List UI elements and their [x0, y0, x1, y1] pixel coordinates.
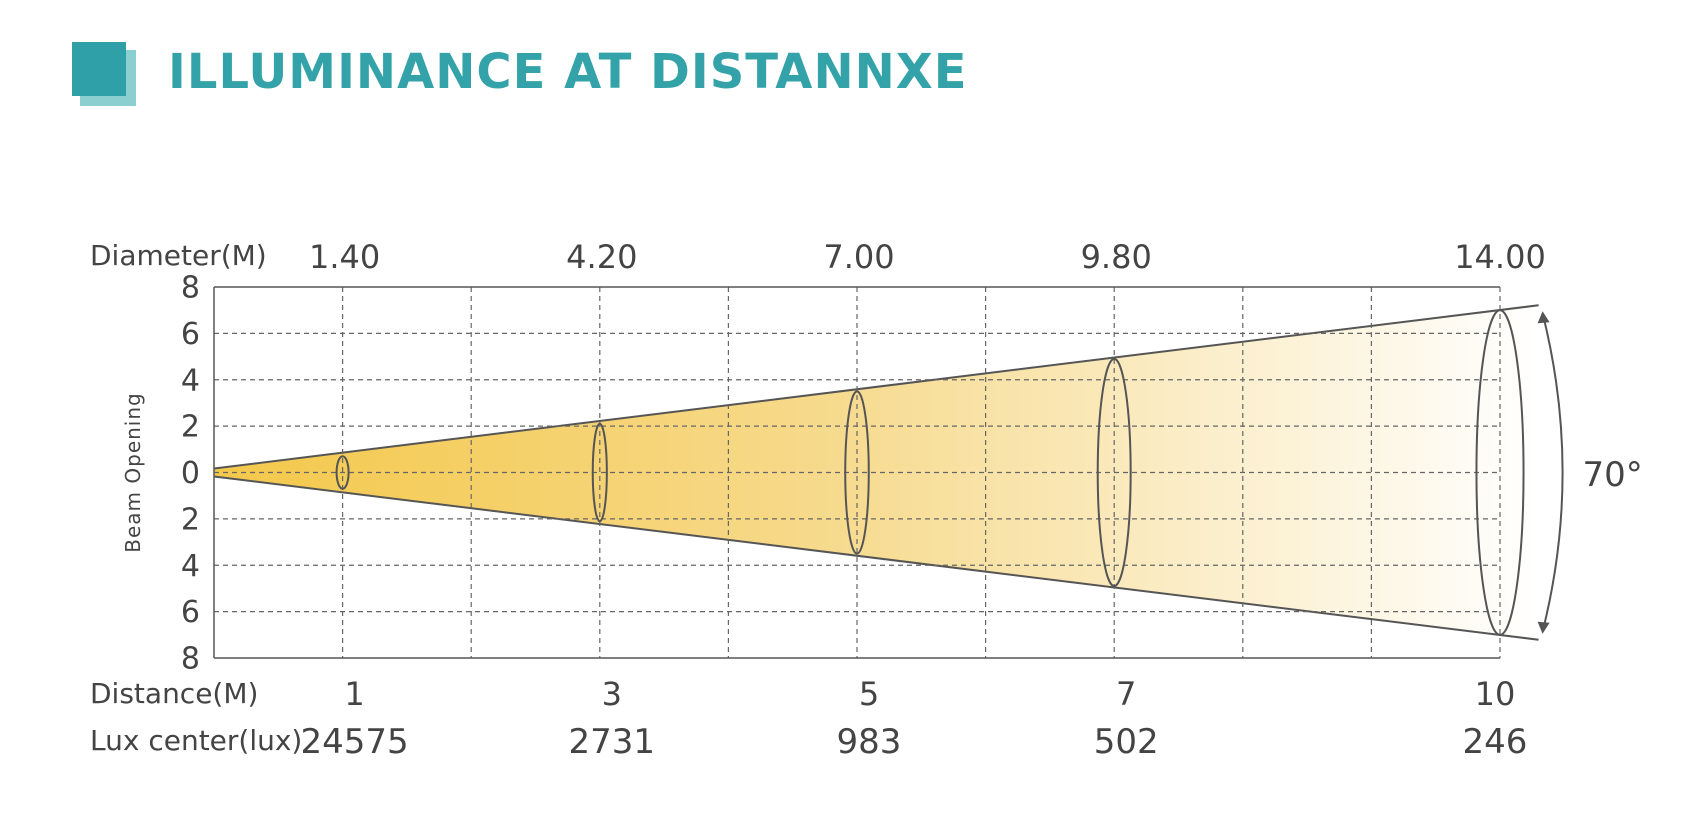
y-tick-label: 6 [181, 317, 200, 352]
diameter-row-label: Diameter(M) [90, 239, 267, 272]
y-tick-label: 0 [181, 456, 200, 491]
y-tick-label: 8 [181, 271, 200, 306]
beam-ellipse-7 [1096, 357, 1132, 588]
beam-edge-bottom [213, 475, 1539, 641]
lux-label: 502 [1094, 722, 1159, 762]
diameter-label: 4.20 [566, 238, 637, 276]
distance-label: 10 [1475, 675, 1516, 713]
lux-label: 2731 [569, 722, 656, 762]
beam-ellipse-10 [1475, 309, 1525, 636]
logo-icon [72, 42, 136, 106]
y-tick-label: 2 [181, 410, 200, 445]
distance-label: 1 [344, 675, 364, 713]
lux-label: 24575 [301, 722, 409, 762]
lux-row-label: Lux center(lux) [90, 724, 302, 757]
y-tick-label: 6 [181, 595, 200, 630]
diameter-label: 1.40 [309, 238, 380, 276]
arrow-up-icon [1537, 311, 1550, 324]
grid [213, 286, 1501, 659]
header: ILLUMINANCE AT DISTANNXE [72, 40, 1072, 110]
arrow-down-icon [1537, 621, 1550, 634]
beam-ellipse-3 [591, 422, 608, 523]
y-tick-label: 4 [181, 363, 200, 398]
lux-label: 983 [837, 722, 902, 762]
y-axis-title: Beam Opening [121, 392, 145, 552]
beam-angle-arc [1541, 313, 1564, 632]
beam-ellipse-5 [844, 390, 870, 555]
page-title: ILLUMINANCE AT DISTANNXE [168, 44, 968, 100]
beam-cone [213, 304, 1539, 641]
beam-ellipse-1 [335, 455, 350, 490]
distance-label: 3 [602, 675, 622, 713]
beam-angle-label: 70° [1582, 455, 1642, 495]
distance-label: 5 [859, 675, 879, 713]
distance-label: 7 [1116, 675, 1136, 713]
distance-row-label: Distance(M) [90, 677, 258, 710]
lux-label: 246 [1463, 722, 1528, 762]
y-tick-label: 2 [181, 502, 200, 537]
y-tick-label: 8 [181, 642, 200, 677]
y-tick-label: 4 [181, 549, 200, 584]
beam-edge-top [213, 304, 1539, 470]
diameter-label: 7.00 [823, 238, 894, 276]
beam-ellipses [335, 309, 1564, 636]
diameter-label: 9.80 [1081, 238, 1152, 276]
beam-fill [214, 305, 1539, 640]
diameter-label: 14.00 [1454, 238, 1546, 276]
